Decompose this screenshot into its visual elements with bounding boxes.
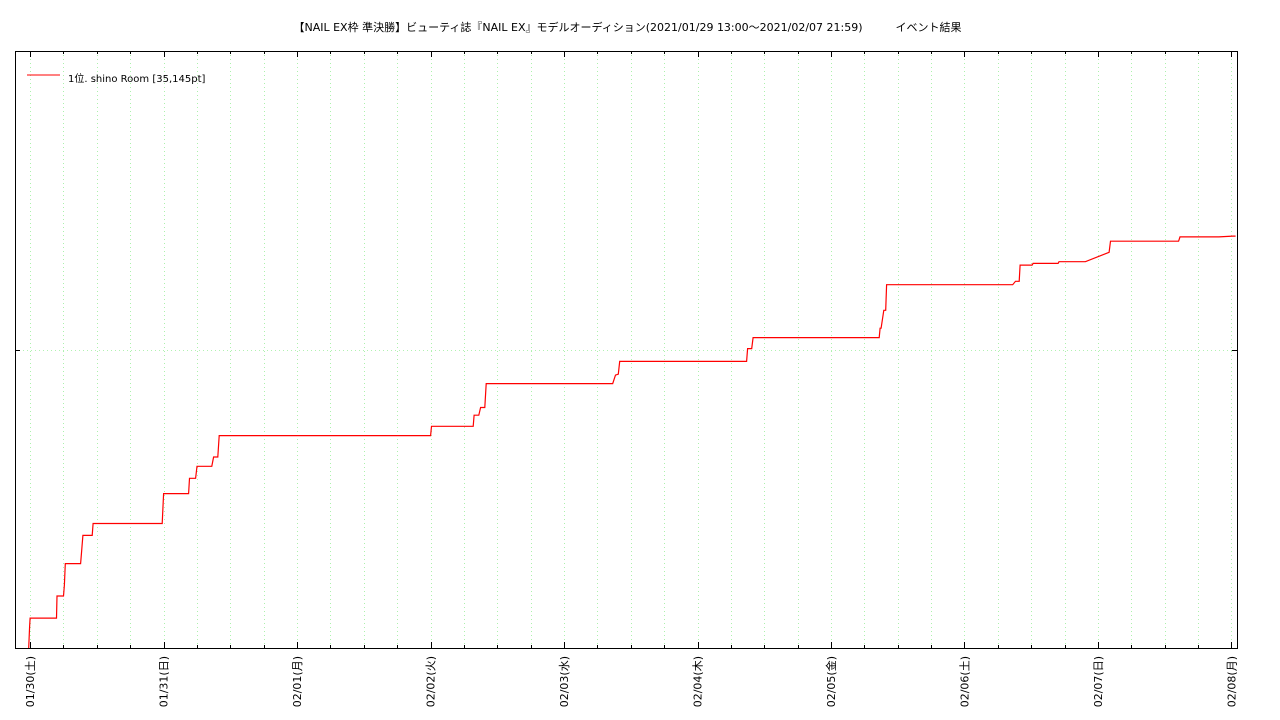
x-tick-label: 02/04(木)	[692, 656, 705, 707]
series-line	[28, 235, 1236, 649]
x-tick-label: 02/03(水)	[558, 656, 571, 707]
x-ticks	[30, 51, 1232, 648]
x-tick-label: 02/05(金)	[824, 656, 838, 707]
series-group	[28, 235, 1236, 649]
x-tick-label: 01/31(日)	[158, 656, 171, 707]
plot-frame	[15, 51, 1238, 649]
x-tick-label: 02/07(日)	[1092, 656, 1105, 707]
x-tick-label: 01/30(土)	[24, 656, 37, 707]
x-tick-label: 02/08(月)	[1225, 656, 1238, 707]
x-tick-label: 02/06(土)	[958, 656, 971, 707]
chart-title: 【NAIL EX枠 準決勝】ビューティ誌『NAIL EX』モデルオーディション(…	[293, 21, 962, 34]
x-tick-label: 02/02(火)	[425, 656, 438, 707]
vertical-gridlines	[30, 51, 1232, 648]
legend-label: 1位. shino Room [35,145pt]	[68, 72, 205, 85]
x-tick-labels: 01/30(土) 01/31(日) 02/01(月) 02/02(火) 02/03(水)…	[24, 656, 1238, 707]
x-tick-label: 02/01(月)	[291, 656, 304, 707]
legend: 1位. shino Room [35,145pt]	[27, 72, 205, 85]
